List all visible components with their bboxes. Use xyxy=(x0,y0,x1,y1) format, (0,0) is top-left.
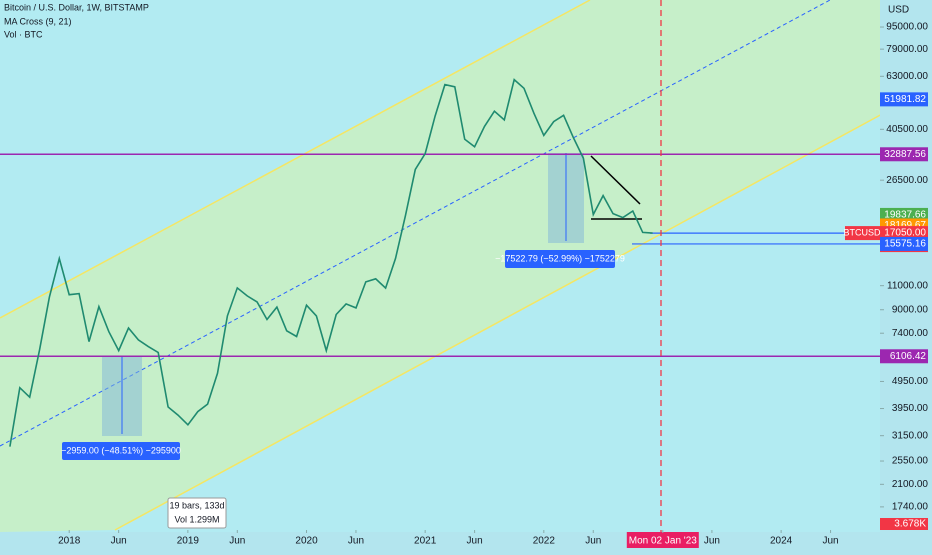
y-tick-label: 40500.00 xyxy=(886,124,928,135)
y-tick-label: 79000.00 xyxy=(886,44,928,55)
channel-upper xyxy=(0,0,591,319)
triangle-line xyxy=(590,155,641,205)
y-tick-label: 3950.00 xyxy=(892,403,929,414)
x-tick-label: Mon 02 Jan '23 xyxy=(629,536,698,547)
price-tag-label: 51981.82 xyxy=(884,94,926,105)
indicator: MA Cross (9, 21) xyxy=(4,16,72,26)
channel-fill xyxy=(0,0,880,532)
price-tag-label: 19837.66 xyxy=(884,210,926,221)
price-tag-label: 17050.00 xyxy=(884,228,926,239)
x-tick-label: Jun xyxy=(467,536,483,547)
annotation-box xyxy=(62,442,180,460)
y-tick-label: 26500.00 xyxy=(886,175,928,186)
x-tick-label: Jun xyxy=(111,536,127,547)
annotation: 19 bars, 133d xyxy=(169,500,224,510)
y-tick-label: 4950.00 xyxy=(892,376,929,387)
y-tick-label: 2100.00 xyxy=(892,479,929,490)
volume-tag xyxy=(880,518,928,530)
annotation-box xyxy=(167,497,227,529)
y-tick-label: 63000.00 xyxy=(886,71,928,82)
x-tick-label: 2022 xyxy=(533,536,556,547)
x-tick-label: 2020 xyxy=(295,536,318,547)
price-tag xyxy=(880,207,928,222)
x-tick-label: 2018 xyxy=(58,536,81,547)
price-tag-label: 32887.56 xyxy=(884,149,926,160)
currency: USD xyxy=(888,5,909,16)
x-tick-label: Jun xyxy=(704,536,720,547)
x-tick-label: 2024 xyxy=(770,536,793,547)
x-tick-label: Jun xyxy=(229,536,245,547)
annotation-box xyxy=(505,250,615,268)
y-tick-label: 1740.00 xyxy=(892,502,929,513)
x-tick-label: 2021 xyxy=(414,536,437,547)
annotation: −2959.00 (−48.51%) −295900 xyxy=(61,445,181,455)
x-tick-label: Jun xyxy=(822,536,838,547)
y-tick-label: 2550.00 xyxy=(892,456,929,467)
price-tag xyxy=(880,236,928,251)
annotation: Vol 1.299M xyxy=(174,514,219,524)
channel-lower xyxy=(114,114,880,531)
price-tag-label: 18169.67 xyxy=(884,220,926,231)
price-tag xyxy=(880,226,928,241)
price-line-series xyxy=(9,78,653,447)
y-tick-label: 7400.00 xyxy=(892,328,929,339)
price-tag xyxy=(880,349,928,364)
y-tick-label: 9000.00 xyxy=(892,304,929,315)
y-tick-label: 11000.00 xyxy=(887,280,928,291)
y-tick-label: 95000.00 xyxy=(886,22,928,33)
x-tick-label: Jun xyxy=(585,536,601,547)
indicator: Vol · BTC xyxy=(4,29,43,39)
x-tick-label: 2019 xyxy=(177,536,200,547)
symbol-tag xyxy=(845,226,880,241)
price-tag-label: 6106.42 xyxy=(890,351,927,362)
symbol-label: BTCUSD xyxy=(843,227,881,237)
annotation: −17522.79 (−52.99%) −1752279 xyxy=(495,253,625,263)
price-tag xyxy=(880,92,928,107)
date-tag xyxy=(626,532,699,548)
x-tick-label: Jun xyxy=(348,536,364,547)
volume-label: 3.678K xyxy=(894,519,926,530)
y-tick-label: 3150.00 xyxy=(892,430,929,441)
title: Bitcoin / U.S. Dollar, 1W, BITSTAMP xyxy=(4,2,149,12)
price-tag-label: 15575.16 xyxy=(884,239,926,250)
price-tag xyxy=(880,147,928,162)
